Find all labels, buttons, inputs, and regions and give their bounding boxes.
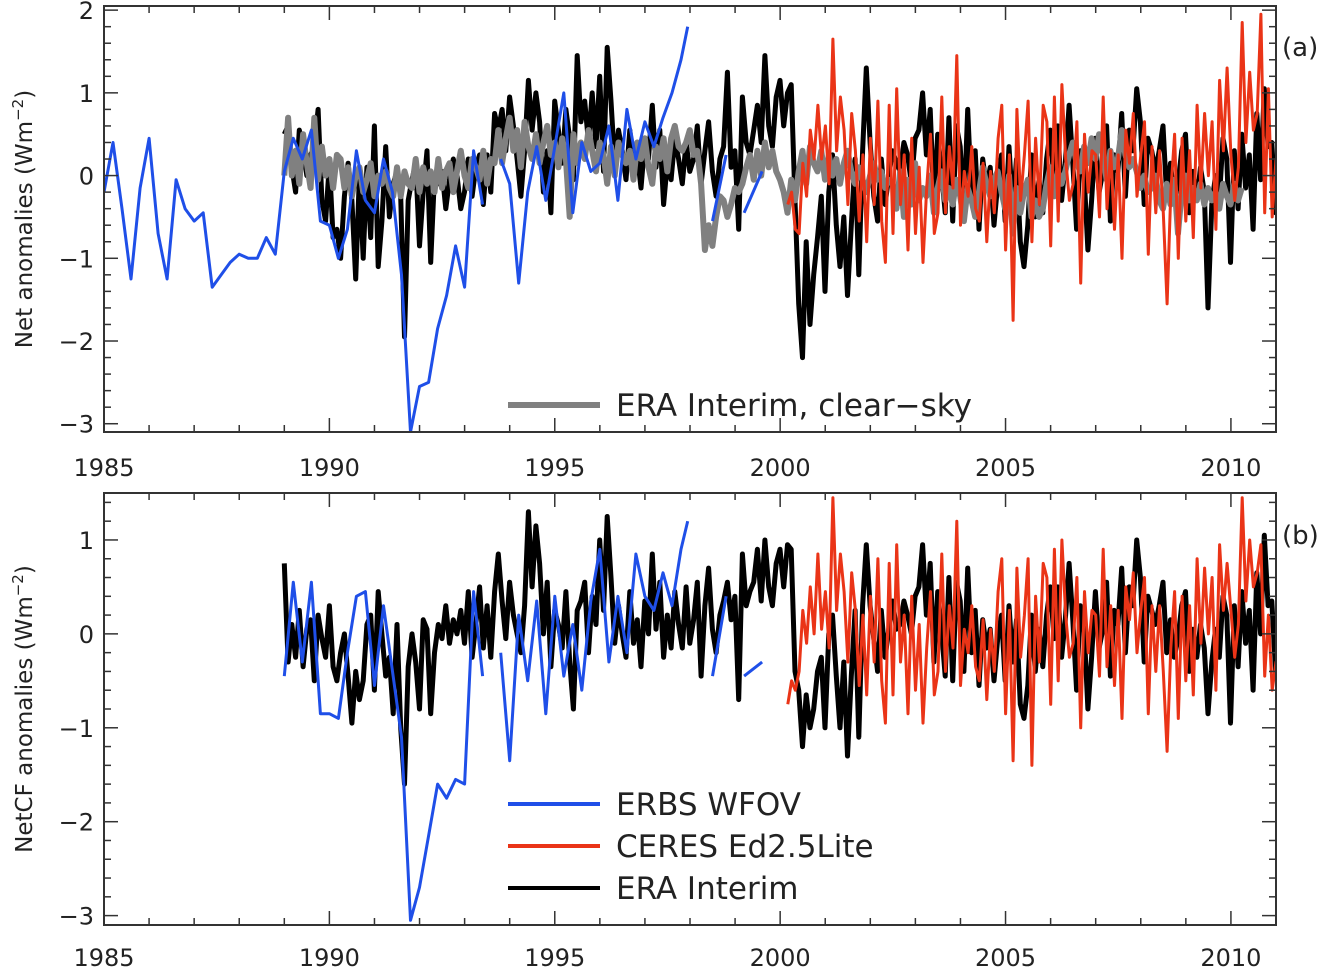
x-tick-label: 2010: [1200, 454, 1261, 482]
y-tick-label: −1: [59, 245, 94, 273]
x-tick-label: 1995: [524, 454, 585, 482]
series-line-erbs-wfov-seg4: [742, 170, 764, 214]
series-line-erbs-wfov-seg4: [743, 660, 764, 678]
x-tick-label: 1985: [73, 944, 134, 967]
panel-b: 1985 1990 1995 2000 2005 2010 −3 −2 −1 0 1 NetCF an…: [9, 492, 1319, 967]
y-axis-label-close: ): [12, 90, 38, 99]
y-axis-label: Net anomalies (Wm−2): [9, 90, 38, 348]
y-axis-label-close: ): [12, 565, 38, 574]
legend-label: ERA Interim, clear−sky: [616, 388, 972, 424]
y-tick-label: −2: [59, 809, 94, 837]
legend-label: ERBS WFOV: [616, 787, 801, 823]
legend-label: ERA Interim: [616, 871, 799, 907]
series-line-erbs-wfov-seg3: [711, 154, 728, 222]
series-line-ceres-ed2-5lite: [786, 12, 1276, 322]
y-tick-label: 2: [79, 0, 94, 25]
y-axis-label-exponent: −2: [9, 574, 27, 596]
series-line-erbs-wfov-seg3: [711, 596, 728, 677]
x-tick-label: 1995: [524, 944, 585, 967]
y-tick-label: −2: [59, 328, 94, 356]
series-line-erbs-wfov-seg2: [499, 520, 690, 763]
plot-area: [281, 496, 1276, 922]
x-tick-label: 2000: [750, 454, 811, 482]
x-tick-label: 1990: [299, 944, 360, 967]
y-axis-label-main: NetCF anomalies (Wm: [12, 596, 38, 853]
y-tick-label: 1: [79, 527, 94, 555]
x-tick-label: 2000: [750, 944, 811, 967]
series-line-era-interim: [281, 509, 1276, 787]
x-tick-label: 2005: [975, 944, 1036, 967]
panel-label: (b): [1282, 521, 1319, 551]
series-line-era-interim-clear-sky: [281, 114, 1245, 253]
y-axis-label-exponent: −2: [9, 99, 27, 121]
plot-area: [104, 12, 1276, 432]
y-tick-label: 0: [79, 621, 94, 649]
legend-label: CERES Ed2.5Lite: [616, 829, 874, 865]
legend: ERA Interim, clear−sky: [508, 388, 972, 424]
y-tick-label: −3: [59, 903, 94, 931]
x-tick-label: 1985: [73, 454, 134, 482]
panel-label: (a): [1282, 33, 1318, 63]
y-tick-label: 0: [79, 163, 94, 191]
x-tick-label: 2010: [1200, 944, 1261, 967]
y-tick-label: −3: [59, 411, 94, 439]
legend: ERBS WFOV CERES Ed2.5Lite ERA Interim: [508, 787, 874, 907]
panel-a: 1985 1990 1995 2000 2005 2010 −3 −2 −1 0 1 2 Net ano…: [9, 0, 1318, 482]
x-tick-label: 1990: [299, 454, 360, 482]
y-tick-label: −1: [59, 715, 94, 743]
series-line-ceres-ed2-5lite: [786, 496, 1276, 767]
y-tick-label: 1: [79, 80, 94, 108]
series-line-erbs-wfov-seg2: [499, 26, 690, 285]
series-line-erbs-wfov-seg1: [282, 580, 485, 922]
y-axis-label: NetCF anomalies (Wm−2): [9, 565, 38, 853]
x-tick-label: 2005: [975, 454, 1036, 482]
series-line-erbs-wfov-seg1: [104, 128, 485, 432]
y-axis-label-main: Net anomalies (Wm: [12, 121, 38, 348]
